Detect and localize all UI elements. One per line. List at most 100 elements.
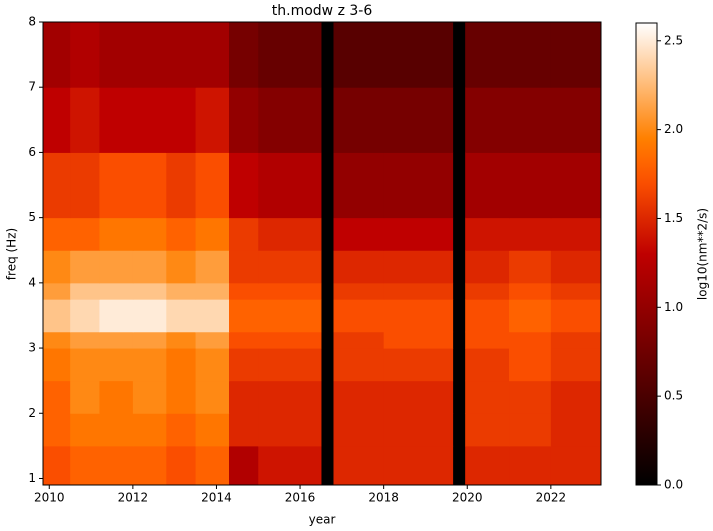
heatmap-cell xyxy=(550,22,602,88)
heatmap-cell xyxy=(195,282,230,300)
heatmap-cell xyxy=(99,380,134,414)
heatmap-cell xyxy=(195,445,230,486)
heatmap-cell xyxy=(509,152,552,219)
heatmap-cell xyxy=(166,250,197,284)
heatmap-cell xyxy=(132,331,167,349)
heatmap-cell xyxy=(43,217,71,251)
heatmap-cell xyxy=(465,413,510,447)
heatmap-cell xyxy=(132,282,167,300)
heatmap-cell xyxy=(229,282,259,300)
heatmap-cell xyxy=(43,299,71,333)
heatmap-cell xyxy=(258,282,322,300)
heatmap-cell xyxy=(70,87,100,153)
heatmap-cell xyxy=(383,331,454,349)
colorbar-tick-label: 0.5 xyxy=(664,389,683,403)
heatmap-cell xyxy=(70,380,100,414)
heatmap-cell xyxy=(333,380,385,414)
heatmap-cell xyxy=(70,348,100,382)
heatmap-cell xyxy=(132,87,167,153)
heatmap-cell xyxy=(195,250,230,284)
heatmap-cell xyxy=(166,380,197,414)
colorbar-tick-label: 2.0 xyxy=(664,122,683,136)
heatmap-cell xyxy=(383,250,454,284)
colorbar-tick-label: 1.0 xyxy=(664,300,683,314)
heatmap-cell xyxy=(43,380,71,414)
heatmap-cell xyxy=(195,22,230,88)
heatmap-cell xyxy=(166,445,197,486)
heatmap-cell xyxy=(333,152,385,219)
heatmap-cell xyxy=(383,217,454,251)
heatmap-cell xyxy=(383,380,454,414)
heatmap-cell xyxy=(550,250,602,284)
heatmap-cell xyxy=(465,217,510,251)
colorbar xyxy=(635,22,658,486)
heatmap-cell xyxy=(70,22,100,88)
heatmap-cell xyxy=(166,22,197,88)
heatmap-cell xyxy=(333,445,385,486)
heatmap-cell xyxy=(383,87,454,153)
heatmap-cell xyxy=(465,445,510,486)
heatmap-cell xyxy=(99,217,134,251)
heatmap-cell xyxy=(229,22,259,88)
heatmap-cell xyxy=(258,250,322,284)
x-tick-label: 2018 xyxy=(368,491,399,505)
heatmap-cell xyxy=(509,250,552,284)
heatmap-cell xyxy=(550,331,602,349)
heatmap-cell xyxy=(132,348,167,382)
heatmap-cell xyxy=(465,348,510,382)
heatmap-cell xyxy=(132,250,167,284)
x-tick-label: 2014 xyxy=(201,491,232,505)
heatmap-cell xyxy=(99,299,134,333)
heatmap-cell xyxy=(166,348,197,382)
heatmap-cell xyxy=(383,299,454,333)
y-tick-label: 4 xyxy=(28,275,36,289)
heatmap-cell xyxy=(229,250,259,284)
heatmap-cell xyxy=(550,299,602,333)
heatmap-cell xyxy=(195,348,230,382)
plot-frame xyxy=(42,21,602,486)
heatmap-cell xyxy=(509,217,552,251)
heatmap-cell xyxy=(550,380,602,414)
heatmap-cell xyxy=(132,217,167,251)
colorbar-tick-label: 0.0 xyxy=(664,478,683,492)
heatmap-cell xyxy=(550,217,602,251)
heatmap-cell xyxy=(195,413,230,447)
heatmap-cell xyxy=(229,348,259,382)
heatmap-cell xyxy=(258,217,322,251)
heatmap-cell xyxy=(99,331,134,349)
heatmap-cell xyxy=(43,348,71,382)
heatmap-cell xyxy=(70,299,100,333)
x-tick-label: 2022 xyxy=(536,491,567,505)
heatmap-cell xyxy=(383,152,454,219)
heatmap-cell xyxy=(70,152,100,219)
heatmap-cell xyxy=(333,87,385,153)
y-axis-label: freq (Hz) xyxy=(5,228,19,280)
heatmap-cell xyxy=(383,348,454,382)
heatmap-cell xyxy=(258,152,322,219)
heatmap-cell xyxy=(333,217,385,251)
heatmap-cell xyxy=(99,282,134,300)
x-axis-label: year xyxy=(309,513,336,527)
heatmap-cell xyxy=(195,87,230,153)
heatmap-cell xyxy=(465,87,510,153)
heatmap-cell xyxy=(465,331,510,349)
heatmap-cell xyxy=(229,413,259,447)
heatmap-cell xyxy=(99,22,134,88)
heatmap-cell xyxy=(550,445,602,486)
heatmap-cell xyxy=(383,22,454,88)
heatmap-cell xyxy=(258,331,322,349)
heatmap-cell xyxy=(258,413,322,447)
heatmap-cell xyxy=(509,348,552,382)
heatmap-cell xyxy=(509,380,552,414)
heatmap-cell xyxy=(229,217,259,251)
heatmap-cell xyxy=(333,413,385,447)
y-tick-label: 7 xyxy=(28,80,36,94)
heatmap-cell xyxy=(383,413,454,447)
heatmap-cell xyxy=(333,250,385,284)
heatmap-cell xyxy=(195,331,230,349)
heatmap-cell xyxy=(465,22,510,88)
heatmap-cell xyxy=(195,152,230,219)
heatmap-cell xyxy=(99,413,134,447)
heatmap-cell xyxy=(333,331,385,349)
heatmap-cell xyxy=(166,87,197,153)
